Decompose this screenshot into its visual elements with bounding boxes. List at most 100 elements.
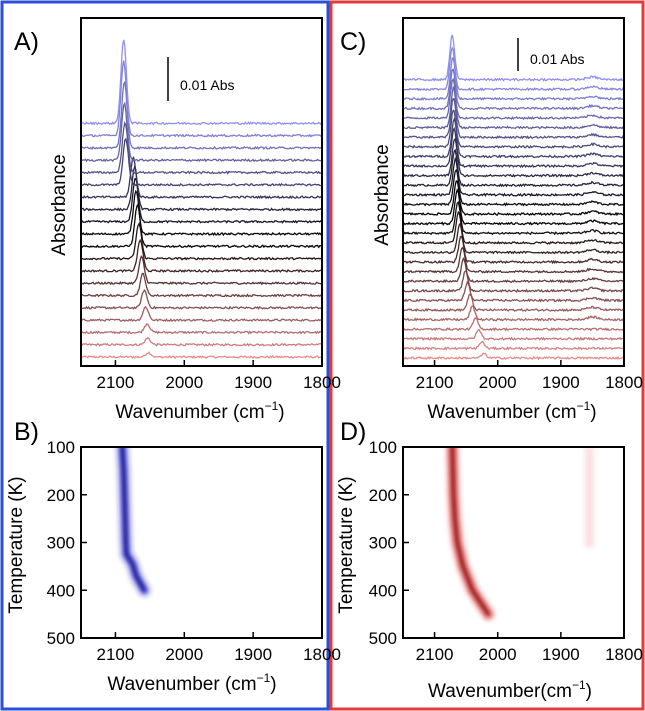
panel-c-x-tick-label: 1800 bbox=[605, 373, 643, 392]
left-panel-frame bbox=[0, 0, 330, 711]
panel-b-x-tick-label: 1800 bbox=[303, 645, 341, 664]
panel-a-x-tick-label: 2100 bbox=[97, 373, 135, 392]
panel-d: D) Temperature (K) 2100 2000 1900 1800 100 20… bbox=[336, 418, 643, 702]
panel-c-trace bbox=[402, 148, 625, 188]
panel-c-trace bbox=[402, 68, 625, 111]
panel-a: A) Absorbance 2100 2000 1900 1800 0.01 Abs … bbox=[14, 17, 341, 423]
panel-d-y-tick-label: 300 bbox=[369, 534, 397, 553]
panel-a-plot-frame bbox=[80, 17, 323, 367]
panel-c-trace bbox=[402, 85, 625, 130]
panel-d-x-tick-label: 1800 bbox=[605, 645, 643, 664]
panel-c: C) Absorbance 2100 2000 1900 1800 0.01 Abs … bbox=[340, 17, 643, 423]
panel-d-ylabel: Temperature (K) bbox=[336, 476, 357, 613]
panel-c-trace bbox=[402, 210, 624, 245]
panel-a-trace bbox=[80, 289, 323, 310]
panel-d-y-tick-label: 500 bbox=[369, 629, 397, 648]
panel-c-trace bbox=[402, 77, 625, 121]
panel-c-x-tick-label: 2100 bbox=[416, 373, 454, 392]
panel-b-y-tick-label: 300 bbox=[47, 534, 75, 553]
panel-c-trace bbox=[402, 57, 625, 101]
panel-b-y-tick-label: 500 bbox=[47, 629, 75, 648]
panel-d-y-tick-label: 400 bbox=[369, 581, 397, 600]
panel-c-trace bbox=[402, 317, 625, 332]
panel-a-traces bbox=[80, 39, 323, 359]
panel-c-trace bbox=[402, 126, 625, 169]
panel-c-trace bbox=[402, 180, 625, 217]
panel-d-ridge bbox=[445, 447, 594, 622]
panel-c-plot-frame bbox=[402, 17, 625, 367]
panel-a-x-tick-label: 1800 bbox=[303, 373, 341, 392]
panel-c-trace bbox=[402, 34, 625, 82]
panel-a-trace bbox=[80, 202, 323, 249]
panel-a-trace bbox=[80, 337, 323, 347]
panel-c-trace bbox=[402, 270, 625, 293]
panel-c-traces bbox=[402, 34, 625, 361]
panel-b-y-tick-label: 400 bbox=[47, 581, 75, 600]
panel-b-y-tick-label: 100 bbox=[47, 438, 75, 457]
panel-d-heatmap bbox=[445, 447, 594, 622]
panel-c-scale-label: 0.01 Abs bbox=[530, 51, 585, 67]
panel-c-xlabel: Wavenumber (cm−1) bbox=[427, 399, 596, 423]
panel-a-trace bbox=[80, 156, 323, 200]
panel-b-x-tick-label: 2100 bbox=[97, 645, 135, 664]
panel-a-trace bbox=[81, 221, 323, 261]
panel-b-x-tick-label: 1900 bbox=[234, 645, 272, 664]
panel-a-trace bbox=[80, 80, 323, 151]
panel-c-trace bbox=[402, 46, 625, 92]
panel-c-x-ticks: 2100 2000 1900 1800 bbox=[416, 360, 643, 392]
panel-c-trace bbox=[402, 352, 625, 361]
panel-c-trace bbox=[402, 246, 625, 274]
panel-a-trace bbox=[80, 101, 323, 163]
panel-d-ticks: 2100 2000 1900 1800 100 200 300 400 500 bbox=[369, 438, 643, 664]
panel-b-label: B) bbox=[14, 418, 39, 446]
panel-c-trace bbox=[402, 168, 625, 207]
panel-b-heatmap bbox=[115, 447, 152, 598]
panel-b-y-tick-label: 200 bbox=[47, 486, 75, 505]
panel-a-x-tick-label: 2000 bbox=[165, 373, 203, 392]
panel-a-trace bbox=[80, 177, 323, 224]
panel-c-trace bbox=[402, 280, 625, 303]
panel-a-ylabel: Absorbance bbox=[49, 154, 70, 255]
panel-c-trace bbox=[402, 256, 625, 284]
panel-a-label: A) bbox=[14, 28, 39, 56]
panel-a-trace bbox=[80, 323, 323, 335]
panel-c-trace bbox=[402, 109, 625, 149]
panel-a-trace bbox=[80, 189, 323, 237]
panel-b-ticks: 2100 2000 1900 1800 100 200 300 400 500 bbox=[47, 438, 341, 664]
panel-c-trace bbox=[402, 293, 625, 313]
panel-c-trace bbox=[402, 305, 624, 322]
panel-a-trace bbox=[80, 120, 323, 175]
panel-d-ridge-core bbox=[450, 447, 490, 616]
panel-a-trace bbox=[80, 351, 323, 359]
panel-d-xlabel: Wavenumber(cm−1) bbox=[428, 678, 592, 702]
panel-c-trace bbox=[402, 188, 625, 226]
panel-c-trace bbox=[402, 98, 625, 140]
panel-c-x-tick-label: 2000 bbox=[479, 373, 517, 392]
panel-a-trace bbox=[81, 164, 323, 212]
panel-c-trace bbox=[402, 328, 625, 342]
panel-a-scale-label: 0.01 Abs bbox=[180, 77, 235, 93]
panel-a-x-ticks: 2100 2000 1900 1800 bbox=[97, 360, 341, 392]
panel-c-label: C) bbox=[340, 28, 366, 56]
panel-c-trace bbox=[402, 235, 625, 265]
panel-a-trace bbox=[80, 255, 323, 286]
panel-c-x-tick-label: 1900 bbox=[542, 373, 580, 392]
panel-a-xlabel: Wavenumber (cm−1) bbox=[115, 399, 284, 423]
panel-a-trace bbox=[80, 39, 323, 126]
panel-b-ridge bbox=[115, 447, 152, 598]
panel-a-trace bbox=[80, 137, 323, 187]
panel-b: B) Temperature (K) 2100 2000 1900 1800 100 20… bbox=[6, 418, 341, 695]
panel-a-trace bbox=[80, 60, 323, 138]
panel-a-x-tick-label: 1900 bbox=[234, 373, 272, 392]
right-panel-frame bbox=[329, 0, 645, 711]
panel-a-trace bbox=[80, 238, 323, 274]
panel-c-ylabel: Absorbance bbox=[372, 144, 393, 245]
panel-b-ridge-core bbox=[120, 447, 146, 592]
panel-d-label: D) bbox=[340, 418, 366, 446]
panel-a-trace bbox=[80, 272, 323, 298]
panel-d-y-tick-label: 200 bbox=[369, 486, 397, 505]
panel-c-trace bbox=[402, 137, 625, 178]
panel-c-trace bbox=[402, 156, 625, 198]
panel-b-ylabel: Temperature (K) bbox=[6, 476, 27, 613]
panel-a-trace bbox=[80, 305, 323, 323]
